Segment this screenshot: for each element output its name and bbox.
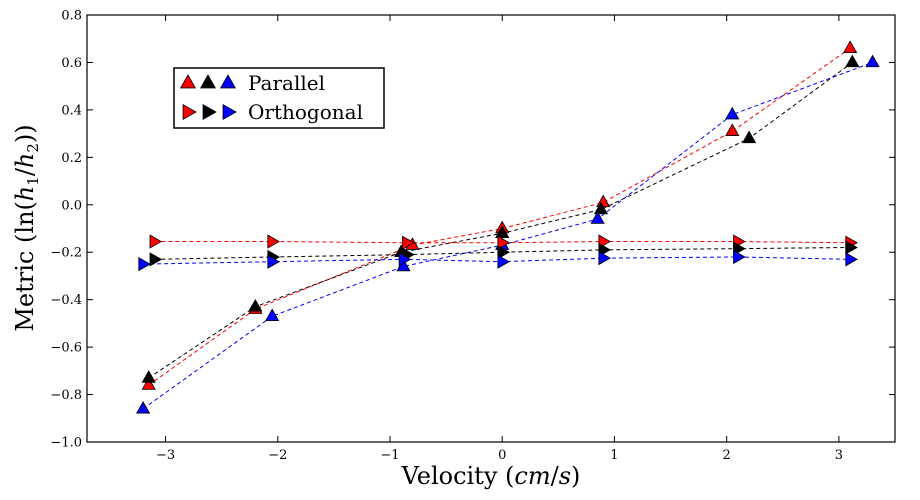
y-axis-title-h2: h [11,153,39,168]
x-axis-title-unit-s: s [559,462,571,490]
data-point [138,256,151,272]
data-point [149,252,163,267]
y-tick-label: 0.0 [61,198,82,213]
legend-marker [182,103,197,121]
data-point [845,54,860,68]
x-tick-label: 3 [835,448,843,463]
y-axis-title: Metric (ln(h1/h2)) [11,124,42,331]
legend-label-parallel: Parallel [248,71,325,95]
series-layer [135,40,880,414]
data-point [497,254,511,269]
x-tick-label: 1 [610,448,618,463]
x-axis: −3 −2 −1 0 1 2 3 [156,15,843,463]
data-point [733,249,746,265]
y-tick-label: 0.2 [61,151,82,166]
data-point [135,400,151,414]
data-point [842,40,858,53]
y-tick-label: 0.6 [61,56,82,71]
data-point [725,123,740,136]
data-point [265,308,280,322]
legend-marker [219,74,237,89]
data-point [149,234,163,249]
data-point [725,106,740,120]
x-axis-title-unit-cm: cm [514,462,550,490]
x-axis-title-suffix: ) [571,462,580,490]
data-point [865,54,880,68]
x-tick-label: −3 [156,448,175,463]
y-axis-title-suffix: )) [11,124,39,143]
data-point [267,254,280,269]
x-tick-label: 2 [723,448,731,463]
y-axis-title-sub1: 1 [24,176,42,186]
y-axis-title-slash: / [11,167,39,176]
y-tick-label: 0.4 [61,103,82,118]
data-point [497,235,511,250]
series-line [143,256,851,265]
plot-frame [86,14,896,443]
data-point [590,211,605,224]
legend-marker [199,74,217,89]
x-axis-title-unit-slash: / [551,462,560,490]
legend-marker [202,103,217,121]
legend-marker [179,74,197,89]
legend-marker [222,103,237,121]
y-axis: −1.0 −0.8 −0.6 −0.4 −0.2 0.0 0.2 0.4 0.6 0.8 [50,9,895,451]
data-point [248,298,263,312]
data-point [845,252,858,267]
data-point [267,234,280,249]
data-point [598,251,612,266]
x-tick-label: −2 [268,448,287,463]
x-tick-label: 0 [498,448,506,463]
y-axis-title-sub2: 2 [24,143,42,153]
data-point [141,377,156,390]
legend-markers [179,74,237,121]
y-tick-label: −0.4 [50,293,82,308]
data-point [141,370,156,383]
data-point [497,245,511,260]
data-point [402,235,415,250]
y-tick-label: −0.8 [50,388,82,403]
y-tick-label: 0.8 [61,9,82,24]
data-point [596,194,611,208]
x-axis-title-prefix: Velocity ( [401,462,515,490]
legend-label-orthogonal: Orthogonal [248,100,363,124]
y-tick-label: −0.6 [50,341,82,356]
y-tick-label: −1.0 [50,436,82,451]
data-point [593,201,609,215]
data-point [398,252,412,267]
y-axis-title-prefix: Metric (ln( [11,201,39,332]
x-tick-label: −1 [380,448,399,463]
y-axis-title-h1: h [11,186,39,201]
data-point [741,130,757,144]
legend: Parallel Orthogonal [173,67,385,129]
y-tick-label: −0.2 [50,246,82,261]
x-axis-title: Velocity (cm/s) [401,462,581,490]
data-point [845,240,858,255]
